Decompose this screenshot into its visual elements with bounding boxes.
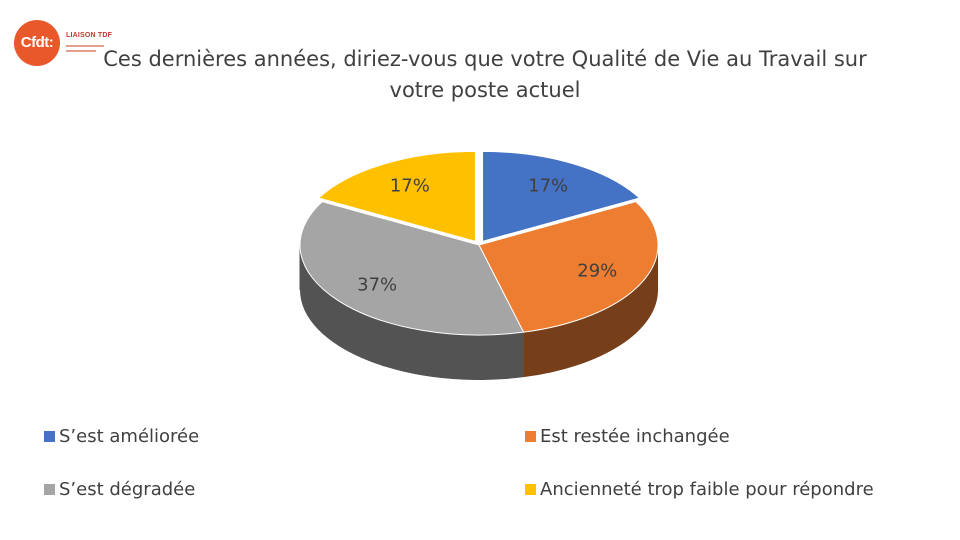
legend-label: S’est dégradée [59, 479, 196, 500]
data-label-s-est-amelioree: 17% [528, 176, 568, 197]
pie-side-walls [299, 245, 658, 380]
logo-subtext-line [66, 45, 104, 47]
legend-label: S’est améliorée [59, 426, 200, 447]
cfdt-logo: Cfdt: LIAISON TDF [14, 20, 124, 68]
pie-side-est-restee-inchangee [523, 245, 658, 378]
legend-item-s-est-degradee: S’est dégradée [44, 479, 195, 500]
legend-swatch [525, 484, 536, 495]
legend-label: Est restée inchangée [540, 426, 730, 447]
legend-swatch [44, 431, 55, 442]
pie-side-s-est-degradee [300, 245, 524, 380]
legend-item-s-est-amelioree: S’est améliorée [44, 426, 199, 447]
pie-slice-anciennete-trop-faible-pour-repondre [317, 150, 476, 243]
pie-slice-est-restee-inchangee [478, 201, 659, 333]
legend-swatch [525, 431, 536, 442]
pie-slice-s-est-amelioree [482, 150, 641, 243]
logo-name: LIAISON TDF [66, 32, 113, 39]
legend-item-est-restee-inchangee: Est restée inchangée [525, 426, 730, 447]
pie-slice-s-est-degradee [299, 201, 525, 336]
logo-mark: Cfdt: [14, 20, 60, 66]
logo-subtext-line [66, 50, 96, 52]
data-label-anciennete-trop-faible-pour-repondre: 17% [390, 176, 430, 197]
chart-title: Ces dernières années, diriez-vous que vo… [103, 47, 867, 102]
legend-label: Ancienneté trop faible pour répondre [540, 479, 874, 500]
data-label-est-restee-inchangee: 29% [577, 261, 617, 282]
data-label-s-est-degradee: 37% [357, 275, 397, 296]
legend-swatch [44, 484, 55, 495]
legend-item-anciennete-trop-faible-pour-repondre: Ancienneté trop faible pour répondre [525, 479, 874, 500]
